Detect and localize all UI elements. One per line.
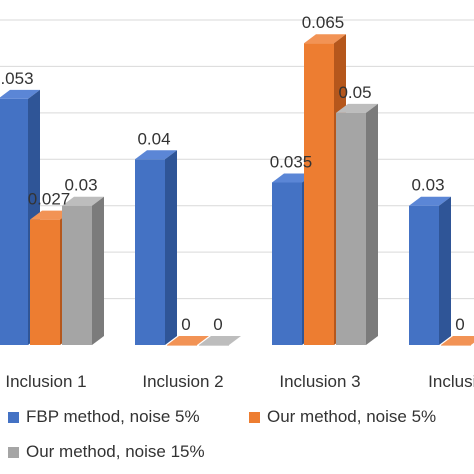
bar-front	[30, 219, 60, 345]
category-labels: Inclusion 1 Inclusion 2 Inclusion 3 Inclusi…	[5, 372, 474, 391]
data-label: 0.035	[270, 153, 313, 172]
legend-label: Our method, noise 15%	[26, 442, 205, 461]
bar-side	[165, 150, 177, 345]
bar	[199, 336, 241, 346]
bar-front	[336, 112, 366, 345]
data-label: 0.065	[302, 13, 345, 32]
bar-top	[441, 336, 474, 345]
bar-top	[199, 336, 241, 345]
bar-side	[366, 103, 378, 345]
bar-top	[135, 150, 177, 160]
bar	[336, 103, 378, 345]
bar-front	[441, 345, 471, 346]
legend-label: Our method, noise 5%	[267, 407, 437, 426]
legend: FBP method, noise 5% Our method, noise 5…	[0, 400, 474, 474]
legend-item-our-15: Our method, noise 15%	[8, 442, 205, 462]
data-label: 0	[213, 315, 222, 334]
bar	[167, 336, 209, 346]
bar-top	[409, 196, 451, 206]
data-label: 0	[455, 315, 464, 334]
category-label: Inclusion 2	[142, 372, 223, 391]
bars	[0, 34, 474, 346]
bar-front	[167, 345, 197, 346]
data-label: 0.04	[137, 129, 170, 148]
bar-front	[199, 345, 229, 346]
legend-swatch-our-15	[8, 446, 19, 458]
bar-front	[272, 182, 302, 345]
bar	[62, 196, 104, 345]
bar-top	[167, 336, 209, 345]
bar-top	[30, 210, 72, 220]
legend-swatch-our-5	[249, 411, 260, 423]
bar-top	[0, 89, 40, 99]
legend-swatch-fbp-5	[8, 411, 19, 423]
bar-front	[135, 159, 165, 345]
data-label: 0.03	[411, 176, 444, 195]
legend-item-fbp-5: FBP method, noise 5%	[8, 407, 200, 427]
bar-front	[304, 43, 334, 345]
bar-front	[0, 98, 28, 345]
category-label: Inclusion 1	[5, 372, 86, 391]
bar-top	[272, 173, 314, 183]
legend-item-our-5: Our method, noise 5%	[249, 407, 436, 427]
bar	[409, 196, 451, 345]
bar	[441, 336, 474, 346]
bar-side	[439, 196, 451, 345]
data-label: 0.027	[28, 190, 71, 209]
legend-label: FBP method, noise 5%	[26, 407, 200, 426]
data-label: .053	[0, 69, 33, 88]
bar-front	[409, 205, 439, 345]
data-label: 0.05	[338, 83, 371, 102]
data-label: 0	[181, 315, 190, 334]
bar-top	[336, 103, 378, 113]
bar-top	[304, 34, 346, 44]
bar-top	[62, 196, 104, 206]
data-label: 0.03	[64, 176, 97, 195]
bar-front	[62, 205, 92, 345]
bar-side	[92, 196, 104, 345]
bar	[135, 150, 177, 345]
category-label: Inclusion 3	[279, 372, 360, 391]
category-label: Inclusio	[428, 372, 474, 391]
